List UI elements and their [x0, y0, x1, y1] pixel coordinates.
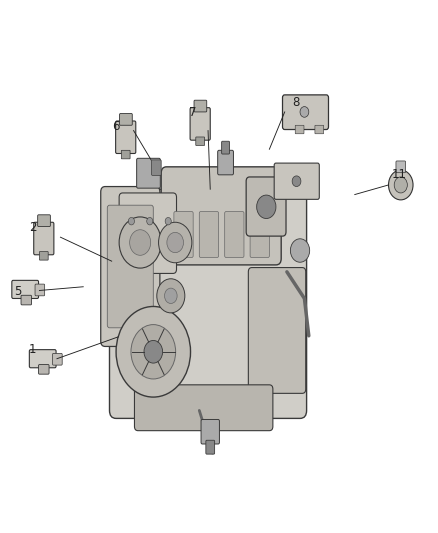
Text: 6: 6: [112, 120, 120, 133]
FancyBboxPatch shape: [161, 167, 281, 265]
FancyBboxPatch shape: [218, 150, 233, 175]
FancyBboxPatch shape: [21, 295, 32, 305]
FancyBboxPatch shape: [174, 212, 193, 257]
Circle shape: [389, 170, 413, 200]
FancyBboxPatch shape: [315, 125, 324, 134]
FancyBboxPatch shape: [119, 193, 177, 273]
FancyBboxPatch shape: [107, 205, 153, 328]
FancyBboxPatch shape: [29, 350, 56, 368]
FancyBboxPatch shape: [12, 280, 39, 298]
Circle shape: [147, 217, 153, 225]
FancyBboxPatch shape: [39, 252, 48, 260]
Circle shape: [119, 217, 161, 268]
Text: 5: 5: [14, 285, 21, 298]
Text: 7: 7: [189, 107, 197, 119]
FancyBboxPatch shape: [120, 114, 132, 125]
Circle shape: [257, 195, 276, 219]
FancyBboxPatch shape: [134, 385, 273, 431]
Text: 8: 8: [292, 96, 299, 109]
Circle shape: [116, 306, 191, 397]
Circle shape: [159, 222, 192, 263]
Circle shape: [130, 230, 151, 255]
Circle shape: [131, 325, 176, 379]
FancyBboxPatch shape: [201, 419, 219, 444]
FancyBboxPatch shape: [196, 137, 205, 146]
FancyBboxPatch shape: [39, 365, 49, 374]
FancyBboxPatch shape: [110, 189, 307, 418]
Circle shape: [292, 176, 301, 187]
FancyBboxPatch shape: [38, 215, 50, 227]
FancyBboxPatch shape: [246, 177, 286, 236]
Circle shape: [300, 107, 309, 117]
FancyBboxPatch shape: [121, 150, 130, 159]
FancyBboxPatch shape: [295, 125, 304, 134]
FancyBboxPatch shape: [34, 222, 54, 255]
Text: 11: 11: [392, 168, 407, 181]
FancyBboxPatch shape: [101, 187, 160, 346]
FancyBboxPatch shape: [35, 284, 45, 296]
FancyBboxPatch shape: [152, 160, 161, 175]
Circle shape: [165, 217, 171, 225]
FancyBboxPatch shape: [116, 121, 136, 154]
FancyBboxPatch shape: [206, 440, 215, 454]
FancyBboxPatch shape: [396, 161, 406, 173]
FancyBboxPatch shape: [53, 353, 62, 365]
FancyBboxPatch shape: [190, 108, 210, 140]
FancyBboxPatch shape: [250, 212, 269, 257]
Circle shape: [167, 232, 184, 253]
Text: 1: 1: [29, 343, 37, 356]
FancyBboxPatch shape: [222, 141, 230, 154]
FancyBboxPatch shape: [194, 100, 207, 112]
Circle shape: [290, 239, 310, 262]
Circle shape: [128, 217, 134, 225]
Circle shape: [165, 288, 177, 303]
FancyBboxPatch shape: [199, 212, 219, 257]
Circle shape: [394, 177, 407, 193]
FancyBboxPatch shape: [137, 158, 160, 188]
Text: 2: 2: [29, 221, 37, 234]
Circle shape: [144, 341, 162, 363]
FancyBboxPatch shape: [248, 268, 306, 393]
FancyBboxPatch shape: [274, 163, 319, 199]
Circle shape: [157, 279, 185, 313]
FancyBboxPatch shape: [283, 95, 328, 130]
FancyBboxPatch shape: [225, 212, 244, 257]
